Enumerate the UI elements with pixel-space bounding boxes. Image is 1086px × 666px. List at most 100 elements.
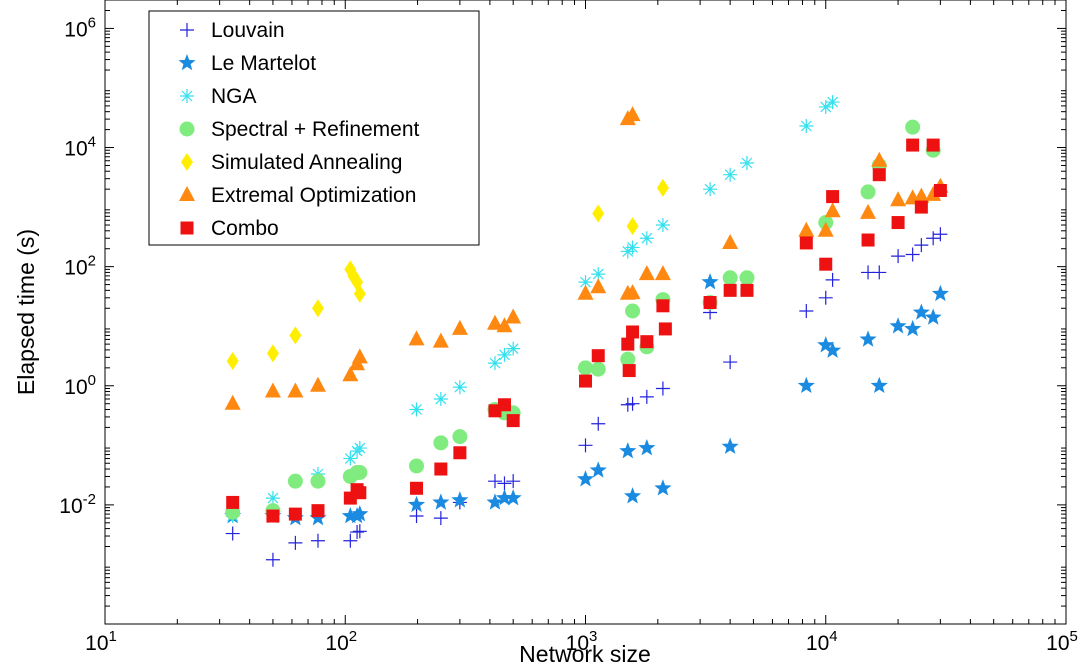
data-point [871,151,888,167]
axis-ticks: 101 102 103 104 105 10-2 100 102 104 106 [59,0,1078,655]
legend-marker [180,23,194,37]
data-point [289,326,302,345]
chart-marks [224,95,949,567]
data-point [703,182,718,197]
data-point [265,491,280,506]
data-point [640,335,654,349]
data-point [638,265,655,281]
data-point [310,473,326,489]
data-point [288,507,302,521]
data-point [622,364,636,378]
y-tick-label: 102 [64,253,96,280]
data-point [288,535,303,550]
data-point [452,429,468,445]
data-point [933,227,948,242]
data-point [926,138,940,152]
data-point [658,322,672,336]
data-point [739,270,755,286]
data-point [410,481,424,495]
data-point [626,217,639,236]
data-point [310,533,325,548]
data-point [487,356,502,371]
data-point [497,476,512,491]
data-point [591,267,606,282]
data-point [591,349,605,363]
data-point [226,352,239,371]
data-point [913,187,930,203]
data-point [625,240,640,255]
data-point [409,402,424,417]
series-louvain [225,227,948,567]
legend-label: Extremal Optimization [211,184,416,207]
data-point [626,325,640,339]
data-point [578,275,593,290]
data-point [408,330,425,346]
data-point [486,314,503,330]
data-point [723,167,738,182]
y-axis-label: Elapsed time (s) [13,229,39,395]
data-point [914,238,929,253]
series-nga [225,95,840,524]
data-point [723,355,738,370]
data-point [351,505,369,522]
data-point [655,218,670,233]
data-point [797,376,815,394]
data-point [452,380,467,395]
data-point [624,106,641,122]
data-point [432,332,449,348]
data-point [931,284,949,302]
data-point [655,381,670,396]
data-point [343,451,358,466]
data-point [872,168,886,182]
data-point [933,183,947,197]
legend: Louvain Le Martelot NGA Spectral + Refineme… [148,10,480,246]
data-point [861,233,875,247]
data-point [860,184,876,200]
data-point [722,270,738,286]
series-extremal-optimization [224,106,949,410]
data-point [353,486,367,500]
data-point [722,233,739,249]
data-point [352,524,367,539]
data-point [859,330,877,347]
data-point [287,382,304,398]
data-point [891,216,905,230]
data-point [591,416,606,431]
data-point [798,221,815,237]
data-point [343,533,358,548]
data-point [740,283,754,297]
data-point [451,491,469,508]
data-point [624,284,641,300]
data-point [266,509,280,523]
data-point [342,366,359,382]
legend-label: Simulated Annealing [211,151,402,174]
data-point [487,474,502,489]
data-point [433,435,449,451]
data-point [433,391,448,406]
data-point [432,493,450,510]
data-point [904,319,922,337]
data-point [905,247,920,262]
data-point [592,204,605,223]
legend-marker [179,121,195,137]
data-point [495,489,514,506]
x-axis-label: Network size [519,641,651,666]
data-point [265,552,280,567]
data-point [497,398,511,412]
data-point [656,178,669,197]
data-point [496,317,513,333]
legend-label: Spectral + Refinement [211,118,420,141]
legend-marker [180,221,194,235]
data-point [926,231,941,246]
data-point [504,489,522,506]
data-point [266,344,279,363]
data-point [799,236,813,250]
data-point [721,437,739,454]
data-point [497,347,512,362]
data-point [639,389,654,404]
data-point [621,337,635,351]
data-point [905,119,921,135]
data-point [589,461,607,478]
data-point [341,507,359,524]
data-point [639,231,654,246]
